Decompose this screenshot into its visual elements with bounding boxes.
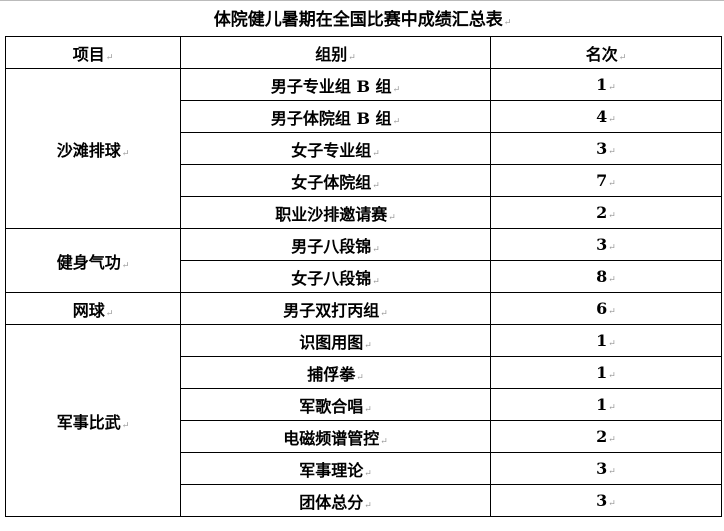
table-row: 电磁频谱管控2 xyxy=(6,420,722,453)
group-cell: 军事理论 xyxy=(180,452,491,485)
rank-cell: 6 xyxy=(490,292,722,325)
group-cell: 识图用图 xyxy=(180,324,491,357)
rank-cell: 1 xyxy=(490,324,722,357)
event-cell: 军事比武 xyxy=(5,324,181,517)
group-cell: 男子体院组 B 组 xyxy=(180,100,491,133)
group-cell: 男子八段锦 xyxy=(180,228,491,261)
rank-cell: 3 xyxy=(490,228,722,261)
rank-cell: 2 xyxy=(490,196,722,229)
event-cell: 沙滩排球 xyxy=(5,68,181,229)
group-cell: 男子专业组 B 组 xyxy=(180,68,491,101)
rank-cell: 7 xyxy=(490,164,722,197)
table-row: 健身气功男子八段锦3 xyxy=(5,228,722,293)
rank-cell: 1 xyxy=(490,68,722,101)
group-cell: 男子双打丙组 xyxy=(180,292,491,325)
table-row: 网球男子双打丙组6 xyxy=(5,292,722,325)
top-rule xyxy=(0,0,724,1)
table-row: 军歌合唱1 xyxy=(6,388,722,421)
rank-cell: 3 xyxy=(490,484,722,517)
group-cell: 捕俘拳 xyxy=(180,356,491,389)
table-row: 女子八段锦8 xyxy=(6,260,722,293)
header-group: 组别 xyxy=(180,36,491,69)
group-cell: 女子八段锦 xyxy=(180,260,491,293)
table-row: 男子体院组 B 组4 xyxy=(6,100,722,133)
rank-cell: 1 xyxy=(490,356,722,389)
group-cell: 女子体院组 xyxy=(180,164,491,197)
header-row: 项目 组别 名次 xyxy=(5,36,722,69)
table-title: 体院健儿暑期在全国比赛中成绩汇总表 xyxy=(5,5,720,36)
table-row: 捕俘拳1 xyxy=(6,356,722,389)
rank-cell: 2 xyxy=(490,420,722,453)
event-cell: 网球 xyxy=(5,292,181,325)
table-row: 军事比武识图用图1 xyxy=(5,324,722,517)
group-cell: 军歌合唱 xyxy=(180,388,491,421)
rank-cell: 4 xyxy=(490,100,722,133)
group-cell: 女子专业组 xyxy=(180,132,491,165)
table-row: 沙滩排球男子专业组 B 组1 xyxy=(5,68,722,229)
group-cell: 电磁频谱管控 xyxy=(180,420,491,453)
group-cell: 团体总分 xyxy=(180,484,491,517)
rank-cell: 1 xyxy=(490,388,722,421)
rank-cell: 8 xyxy=(490,260,722,293)
table-row: 军事理论3 xyxy=(6,452,722,485)
event-cell: 健身气功 xyxy=(5,228,181,293)
table-row: 团体总分3 xyxy=(6,484,722,517)
group-cell: 职业沙排邀请赛 xyxy=(180,196,491,229)
rank-cell: 3 xyxy=(490,132,722,165)
header-rank: 名次 xyxy=(490,36,722,69)
results-table: 项目 组别 名次 沙滩排球男子专业组 B 组1男子体院组 B 组4女子专业组3女… xyxy=(5,36,722,517)
header-event: 项目 xyxy=(5,36,181,69)
rank-cell: 3 xyxy=(490,452,722,485)
table-row: 女子专业组3 xyxy=(6,132,722,165)
